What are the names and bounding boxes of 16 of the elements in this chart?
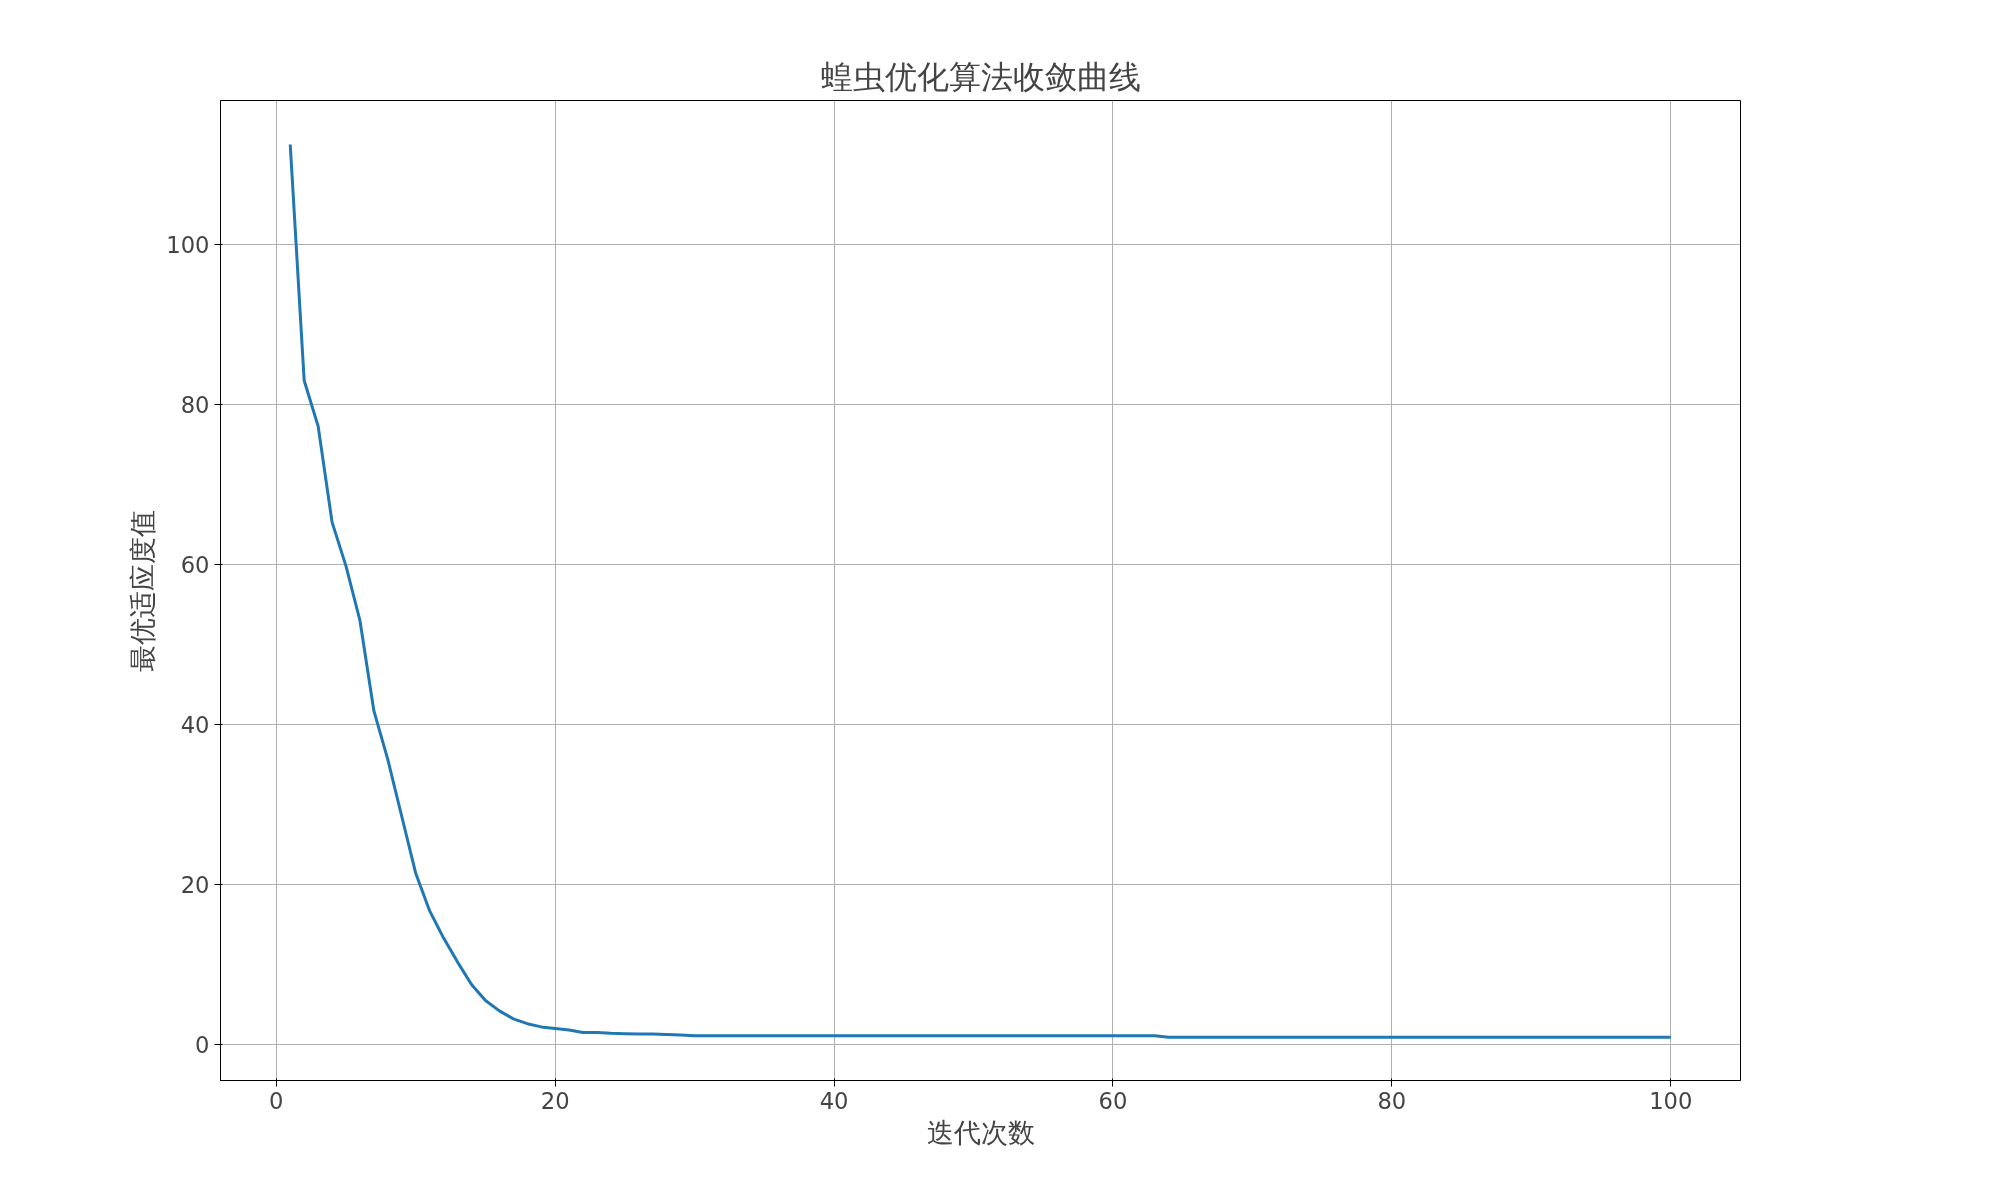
y-tick-label: 0: [195, 1032, 210, 1058]
x-tick-label: 60: [1098, 1087, 1128, 1114]
x-tick-label: 40: [819, 1087, 849, 1114]
y-tick-label: 20: [180, 872, 210, 898]
chart-title: 蝗虫优化算法收敛曲线: [820, 57, 1141, 96]
x-axis-title: 迭代次数: [926, 1116, 1035, 1148]
x-tick-label: 80: [1377, 1087, 1407, 1114]
y-tick-label: 40: [180, 712, 210, 738]
x-tick-label: 0: [269, 1087, 284, 1114]
y-axis-title: 最优适应度值: [127, 509, 159, 672]
x-tick-label: 100: [1649, 1087, 1693, 1114]
y-tick-label: 60: [180, 552, 210, 578]
y-tick-label: 80: [180, 392, 210, 418]
x-tick-label: 20: [540, 1087, 570, 1114]
y-tick-label: 100: [166, 232, 210, 258]
line-series: [288, 143, 1673, 1039]
